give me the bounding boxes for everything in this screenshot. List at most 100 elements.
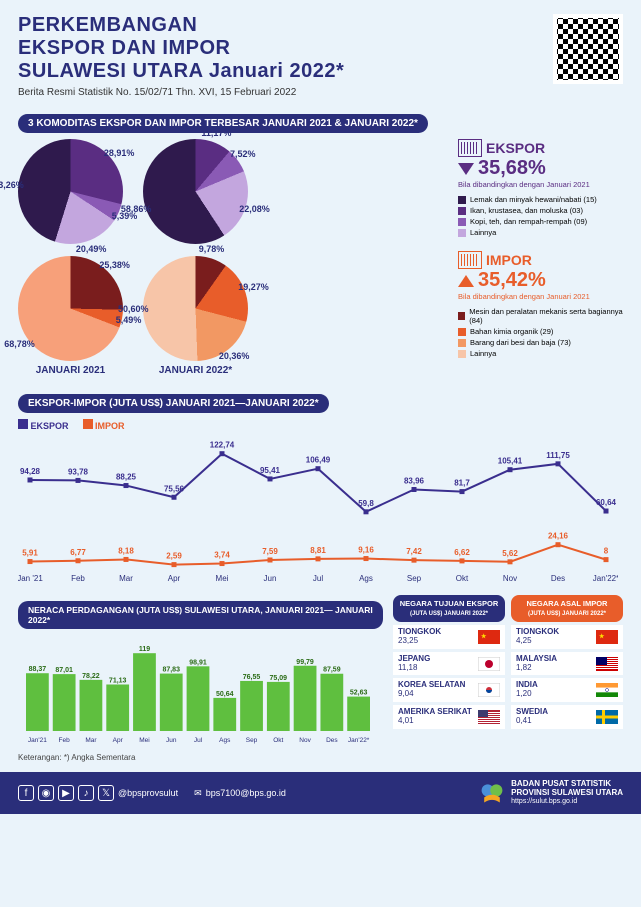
youtube-icon[interactable]: ▶ xyxy=(58,785,74,801)
country-row: KOREA SELATAN9,04 xyxy=(393,678,505,702)
ekspor-desc: Bila dibandingkan dengan Januari 2021 xyxy=(458,180,623,189)
svg-text:8,18: 8,18 xyxy=(118,546,134,555)
container-icon xyxy=(458,139,482,157)
svg-text:Jan '21: Jan '21 xyxy=(18,574,43,583)
svg-text:Nov: Nov xyxy=(299,737,311,744)
svg-text:7,42: 7,42 xyxy=(406,547,422,556)
svg-text:Ags: Ags xyxy=(219,737,231,744)
svg-text:Apr: Apr xyxy=(168,574,181,583)
section-bar-title: NERACA PERDAGANGAN (JUTA US$) SULAWESI U… xyxy=(18,601,383,629)
impor-pie-2022: 9,78%19,27%20,36%50,60% xyxy=(143,256,248,361)
impor-legend: Mesin dan peralatan mekanis serta bagian… xyxy=(458,307,623,358)
svg-text:111,75: 111,75 xyxy=(546,451,570,460)
arrow-up-icon xyxy=(458,275,474,287)
line-chart: 94,2893,7888,2575,56122,7495,41106,4959,… xyxy=(18,435,623,585)
impor-title: IMPOR xyxy=(486,252,532,268)
svg-text:Mar: Mar xyxy=(85,737,97,744)
container-icon xyxy=(458,251,482,269)
year-2021: JANUARI 2021 xyxy=(18,365,123,376)
svg-text:88,37: 88,37 xyxy=(29,666,47,673)
svg-text:Mar: Mar xyxy=(119,574,133,583)
svg-text:5,62: 5,62 xyxy=(502,549,518,558)
svg-text:Mei: Mei xyxy=(216,574,229,583)
ekspor-title: EKSPOR xyxy=(486,140,545,156)
header: PERKEMBANGAN EKSPOR DAN IMPOR SULAWESI U… xyxy=(18,14,623,98)
svg-text:Des: Des xyxy=(551,574,565,583)
svg-text:7,59: 7,59 xyxy=(262,547,278,556)
qr-code xyxy=(553,14,623,84)
ekspor-pie-2022: 11,17%7,52%22,08%58,86% xyxy=(143,139,248,244)
arrow-down-icon xyxy=(458,163,474,175)
svg-text:60,64: 60,64 xyxy=(596,498,617,507)
impor-summary: IMPOR 35,42% Bila dibandingkan dengan Ja… xyxy=(458,251,623,358)
line-legend-ekspor: EKSPOR xyxy=(31,421,69,431)
svg-text:Nov: Nov xyxy=(503,574,517,583)
facebook-icon[interactable]: f xyxy=(18,785,34,801)
svg-text:105,41: 105,41 xyxy=(498,457,523,466)
svg-text:6,62: 6,62 xyxy=(454,548,470,557)
svg-text:Jul: Jul xyxy=(194,737,203,744)
svg-text:59,8: 59,8 xyxy=(358,499,374,508)
svg-text:2,59: 2,59 xyxy=(166,552,182,561)
svg-text:87,59: 87,59 xyxy=(323,667,341,674)
note: Keterangan: *) Angka Sementara xyxy=(18,753,383,762)
svg-text:75,09: 75,09 xyxy=(270,675,288,682)
svg-text:94,28: 94,28 xyxy=(20,467,41,476)
import-countries: NEGARA ASAL IMPOR(JUTA US$) JANUARI 2022… xyxy=(511,595,623,762)
svg-text:50,64: 50,64 xyxy=(216,691,234,698)
import-countries-header: NEGARA ASAL IMPOR(JUTA US$) JANUARI 2022… xyxy=(511,595,623,622)
svg-text:24,16: 24,16 xyxy=(548,532,569,541)
instagram-icon[interactable]: ◉ xyxy=(38,785,54,801)
svg-text:6,77: 6,77 xyxy=(70,548,86,557)
svg-text:Sep: Sep xyxy=(407,574,422,583)
svg-text:Jan'22*: Jan'22* xyxy=(348,737,370,744)
svg-text:Des: Des xyxy=(326,737,338,744)
year-2022: JANUARI 2022* xyxy=(143,365,248,376)
svg-text:71,13: 71,13 xyxy=(109,677,127,684)
svg-text:81,7: 81,7 xyxy=(454,479,470,488)
svg-text:87,83: 87,83 xyxy=(162,667,180,674)
footer-url: https://sulut.bps.go.id xyxy=(511,798,623,806)
section-line-title: EKSPOR-IMPOR (JUTA US$) JANUARI 2021—JAN… xyxy=(18,394,329,413)
svg-text:3,74: 3,74 xyxy=(214,551,230,560)
footer-email: bps7100@bps.go.id xyxy=(206,788,286,798)
svg-text:9,16: 9,16 xyxy=(358,546,374,555)
svg-text:Feb: Feb xyxy=(71,574,85,583)
ekspor-legend: Lemak dan minyak hewani/nabati (15)Ikan,… xyxy=(458,195,623,237)
svg-text:8: 8 xyxy=(604,547,609,556)
svg-text:Jul: Jul xyxy=(313,574,323,583)
subtitle: Berita Resmi Statistik No. 15/02/71 Thn.… xyxy=(18,87,344,98)
svg-text:Jan'22*: Jan'22* xyxy=(593,574,618,583)
svg-text:Mei: Mei xyxy=(139,737,149,744)
svg-text:75,56: 75,56 xyxy=(164,484,185,493)
twitter-icon[interactable]: 𝕏 xyxy=(98,785,114,801)
svg-text:Jun: Jun xyxy=(166,737,177,744)
country-row: AMERIKA SERIKAT4,01 xyxy=(393,705,505,729)
line-chart-legend: EKSPOR IMPOR xyxy=(18,419,623,431)
country-row: TIONGKOK23,25★ xyxy=(393,625,505,649)
country-row: SWEDIA0,41 xyxy=(511,705,623,729)
tiktok-icon[interactable]: ♪ xyxy=(78,785,94,801)
ekspor-pie-2021: 28,91%5,39%20,49%43,26% xyxy=(18,139,123,244)
title-line3: SULAWESI UTARA Januari 2022* xyxy=(18,60,344,83)
svg-text:Okt: Okt xyxy=(456,574,469,583)
impor-desc: Bila dibandingkan dengan Januari 2021 xyxy=(458,292,623,301)
svg-text:88,25: 88,25 xyxy=(116,473,137,482)
svg-text:76,55: 76,55 xyxy=(243,674,261,681)
social-handle: @bpsprovsulut xyxy=(118,788,178,798)
svg-text:Jun: Jun xyxy=(264,574,277,583)
svg-text:Ags: Ags xyxy=(359,574,373,583)
svg-text:52,63: 52,63 xyxy=(350,690,368,697)
country-row: MALAYSIA1,82 xyxy=(511,652,623,676)
ekspor-summary: EKSPOR 35,68% Bila dibandingkan dengan J… xyxy=(458,139,623,237)
svg-text:Okt: Okt xyxy=(273,737,283,744)
footer: f ◉ ▶ ♪ 𝕏 @bpsprovsulut ✉ bps7100@bps.go… xyxy=(0,772,641,814)
svg-text:93,78: 93,78 xyxy=(68,467,89,476)
country-row: TIONGKOK4,25★ xyxy=(511,625,623,649)
svg-text:Jan'21: Jan'21 xyxy=(28,737,47,744)
impor-value: 35,42% xyxy=(478,269,546,292)
svg-text:98,91: 98,91 xyxy=(189,659,207,666)
export-countries: NEGARA TUJUAN EKSPOR(JUTA US$) JANUARI 2… xyxy=(393,595,505,762)
bps-logo-icon xyxy=(479,780,505,806)
svg-text:83,96: 83,96 xyxy=(404,476,425,485)
